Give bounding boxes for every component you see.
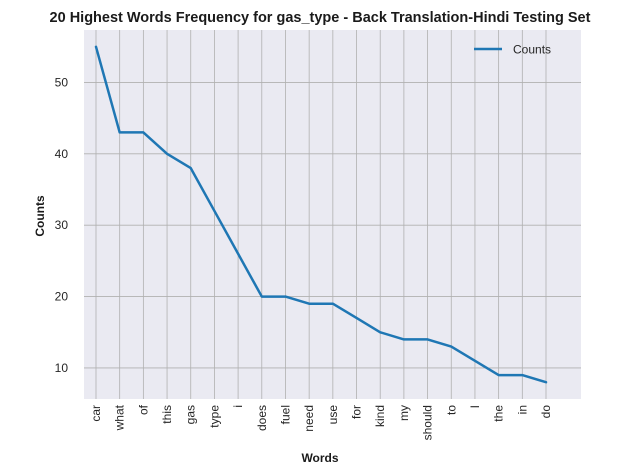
y-tick-label: 30	[55, 218, 69, 232]
x-tick-label: kind	[373, 405, 387, 427]
x-tick-label: I	[468, 405, 482, 408]
legend: Counts	[474, 43, 551, 57]
x-tick-label: does	[255, 405, 269, 431]
x-tick-label: car	[89, 405, 103, 422]
y-tick-label: 10	[55, 361, 69, 375]
y-tick-label: 50	[55, 75, 69, 89]
series-layer	[94, 45, 548, 384]
x-tick-label: use	[326, 405, 340, 425]
x-tick-labels: car what of this gas type i does fuel need use for k…	[89, 404, 553, 440]
x-tick-label: to	[444, 405, 458, 415]
x-tick-label: i	[231, 405, 245, 408]
x-tick-label: need	[302, 405, 316, 432]
x-tick-label: in	[515, 405, 529, 414]
grid-lines	[84, 30, 581, 399]
x-tick-label: this	[160, 405, 174, 424]
x-tick-label: the	[492, 405, 506, 422]
x-tick-label: my	[397, 405, 411, 421]
x-tick-label: what	[113, 404, 127, 431]
x-tick-label: do	[539, 405, 553, 419]
x-tick-label: type	[207, 405, 221, 428]
series-line-counts	[94, 45, 548, 384]
x-tick-label: of	[136, 404, 150, 415]
x-axis-label: Words	[301, 451, 338, 465]
x-tick-label: should	[421, 405, 435, 440]
y-tick-labels: 10 20 30 40 50	[55, 75, 69, 374]
x-tick-label: gas	[184, 405, 198, 424]
y-tick-label: 20	[55, 290, 69, 304]
x-tick-label: for	[350, 405, 364, 419]
legend-label-counts: Counts	[513, 43, 551, 57]
y-tick-label: 40	[55, 147, 69, 161]
chart-title: 20 Highest Words Frequency for gas_type …	[50, 10, 591, 26]
x-tick-label: fuel	[278, 405, 292, 424]
y-axis-label: Counts	[33, 195, 47, 237]
